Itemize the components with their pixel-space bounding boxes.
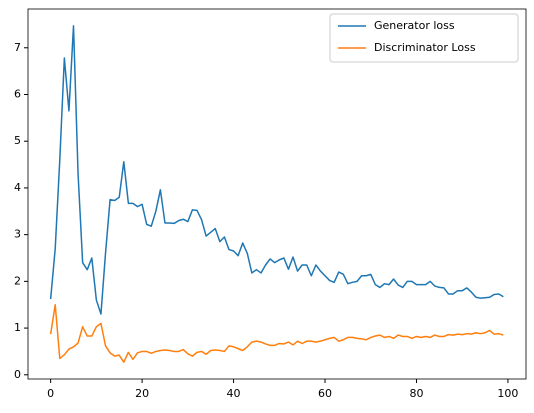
legend-label: Generator loss (374, 19, 455, 32)
y-tick-label: 6 (14, 87, 21, 100)
y-tick-label: 5 (14, 134, 21, 147)
y-tick-label: 7 (14, 41, 21, 54)
y-tick-label: 1 (14, 321, 21, 334)
y-tick-label: 0 (14, 368, 21, 381)
x-tick-label: 20 (135, 387, 149, 400)
legend-box (329, 13, 519, 63)
x-tick-label: 80 (409, 387, 423, 400)
x-tick-label: 40 (227, 387, 241, 400)
series-line (49, 303, 504, 363)
legend-label: Discriminator Loss (374, 41, 476, 54)
x-tick-label: 0 (47, 387, 54, 400)
y-tick-label: 3 (14, 228, 21, 241)
x-tick-label: 100 (497, 387, 518, 400)
x-tick-label: 60 (318, 387, 332, 400)
legend: Generator loss Discriminator Loss (329, 13, 519, 63)
y-tick-label: 4 (14, 181, 21, 194)
y-tick-label: 2 (14, 274, 21, 287)
plot-frame (27, 8, 527, 380)
series-line (49, 25, 504, 315)
